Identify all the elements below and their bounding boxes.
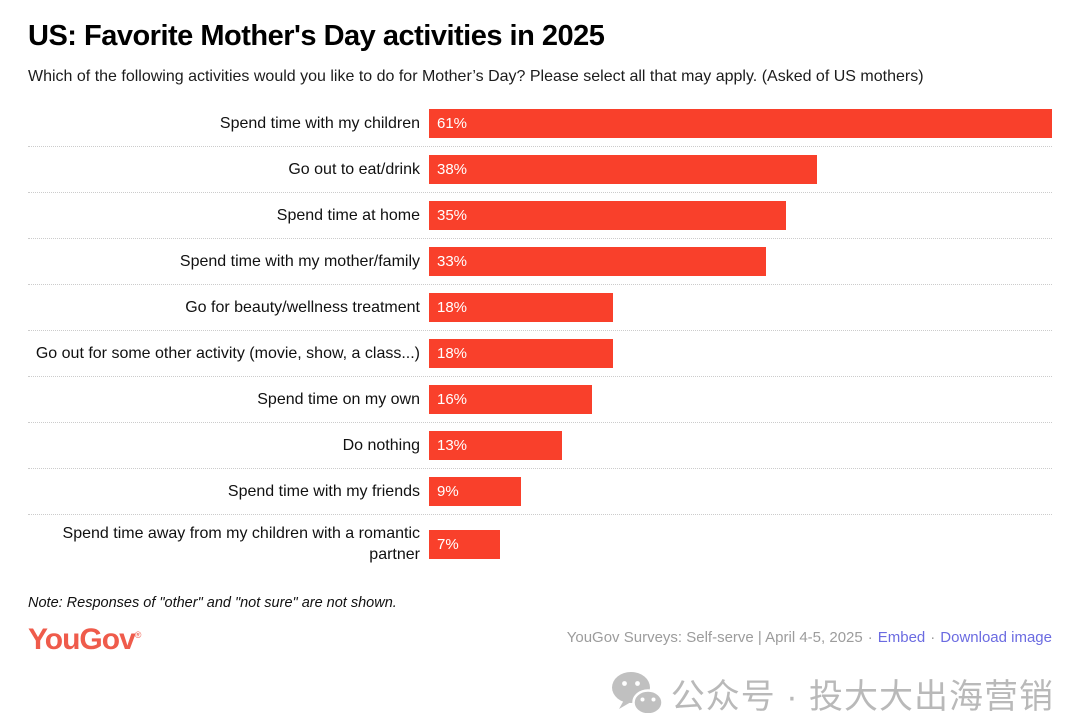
footer-source: YouGov Surveys: Self-serve | April 4-5, … [567,629,1052,646]
category-label: Go out for some other activity (movie, s… [35,345,420,362]
bar: 38% [429,155,818,184]
embed-link[interactable]: Embed [877,629,926,646]
value-label: 13% [437,437,468,454]
chart-row: Go out for some other activity (movie, s… [28,331,1052,377]
chart-page: US: Favorite Mother's Day activities in … [0,19,1080,656]
bar-track: 33% [429,247,1052,276]
bar-track: 13% [429,431,1052,460]
bar-track: 61% [429,109,1052,138]
bar-track: 9% [429,477,1052,506]
value-label: 35% [437,207,468,224]
footer-separator: · [930,629,936,646]
chart-row: Spend time at home 35% [28,193,1052,239]
value-label: 33% [437,253,468,270]
category-label: Spend time away from my children with a … [62,525,420,563]
bar-track: 35% [429,201,1052,230]
bar: 61% [429,109,1052,138]
category-label: Do nothing [342,437,420,454]
category-label: Spend time with my mother/family [179,253,420,270]
registered-mark: ® [134,630,142,640]
category-label: Go out to eat/drink [288,161,420,178]
watermark: 公众号 · 投大大出海营销 [611,669,1054,713]
category-label: Go for beauty/wellness treatment [185,299,420,316]
bar: 33% [429,247,767,276]
value-label: 9% [437,483,459,500]
chart-subtitle: Which of the following activities would … [28,68,924,85]
chart-row: Spend time away from my children with a … [28,515,1052,573]
value-label: 18% [437,345,468,362]
yougov-logo[interactable]: YouGov® [28,619,141,656]
chart-title: US: Favorite Mother's Day activities in … [28,20,605,52]
bar: 9% [429,477,521,506]
value-label: 7% [437,535,459,553]
value-label: 61% [437,115,468,132]
footer-bar: YouGov® YouGov Surveys: Self-serve | Apr… [28,619,1052,656]
category-label: Spend time on my own [257,391,420,408]
category-label: Spend time with my children [219,115,420,132]
chart-row: Go out to eat/drink 38% [28,147,1052,193]
bar: 18% [429,339,613,368]
footer-separator: · [867,629,873,646]
bar-track: 18% [429,293,1052,322]
chart-row: Spend time on my own 16% [28,377,1052,423]
yougov-logo-text: YouGov [28,623,136,656]
bar: 7% [429,529,501,559]
category-label: Spend time with my friends [227,483,420,500]
bar-chart: Spend time with my children 61% Go out to … [28,101,1052,573]
chart-row: Do nothing 13% [28,423,1052,469]
value-label: 16% [437,391,468,408]
bar: 16% [429,385,593,414]
bar-track: 7% [429,529,1052,559]
chart-note: Note: Responses of "other" and "not sure… [28,595,397,611]
value-label: 38% [437,161,468,178]
source-text: YouGov Surveys: Self-serve | April 4-5, … [566,629,863,646]
bar: 18% [429,293,613,322]
chart-row: Go for beauty/wellness treatment 18% [28,285,1052,331]
watermark-text: 公众号 · 投大大出海营销 [670,678,1054,713]
download-image-link[interactable]: Download image [940,629,1052,646]
value-label: 18% [437,299,468,316]
bar: 35% [429,201,787,230]
chart-row: Spend time with my mother/family 33% [28,239,1052,285]
bar-track: 18% [429,339,1052,368]
category-label: Spend time at home [276,207,420,224]
bar: 13% [429,431,562,460]
chart-row: Spend time with my friends 9% [28,469,1052,515]
wechat-icon [611,671,663,713]
chart-row: Spend time with my children 61% [28,101,1052,147]
bar-track: 16% [429,385,1052,414]
bar-track: 38% [429,155,1052,184]
